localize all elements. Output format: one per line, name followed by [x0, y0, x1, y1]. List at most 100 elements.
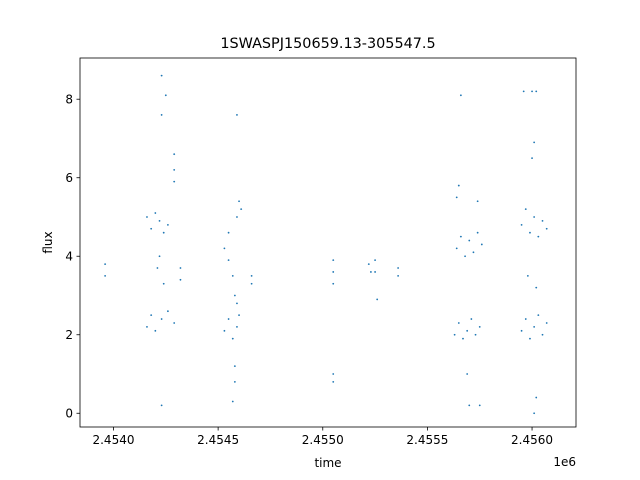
- x-tick-label: 2.4560: [511, 433, 553, 447]
- data-point: [158, 255, 161, 258]
- data-point: [150, 314, 153, 317]
- data-point: [472, 251, 475, 254]
- data-point: [104, 263, 107, 265]
- data-point: [535, 90, 538, 93]
- data-point: [160, 404, 163, 407]
- data-point: [231, 400, 234, 403]
- data-point: [476, 231, 479, 234]
- data-point: [233, 380, 236, 383]
- x-tick-label: 2.4555: [406, 433, 448, 447]
- x-axis-ticks: 2.4540 2.4545 2.4550 2.4555 2.4560: [92, 427, 553, 447]
- data-point: [470, 318, 473, 320]
- data-point: [173, 322, 176, 324]
- data-point: [476, 200, 479, 203]
- data-point: [459, 94, 462, 97]
- data-point: [154, 329, 157, 332]
- data-point: [250, 282, 253, 285]
- data-point: [227, 318, 230, 320]
- x-axis-offset-label: 1e6: [553, 455, 576, 469]
- data-point: [162, 231, 165, 234]
- data-point: [173, 153, 176, 156]
- data-point: [478, 404, 481, 407]
- data-point: [233, 365, 236, 368]
- data-point: [453, 333, 456, 336]
- data-point: [162, 282, 165, 285]
- data-point: [156, 267, 159, 269]
- data-point: [533, 412, 536, 415]
- data-point: [531, 90, 533, 93]
- data-point: [468, 404, 471, 407]
- y-tick-label: 8: [65, 93, 73, 107]
- data-point: [154, 212, 157, 214]
- data-point: [535, 396, 538, 399]
- data-point: [231, 337, 234, 340]
- data-point: [533, 326, 536, 328]
- data-point: [474, 333, 477, 336]
- data-point: [173, 180, 176, 183]
- y-axis-ticks: 0 2 4 6 8: [65, 93, 80, 421]
- data-point: [233, 294, 236, 297]
- data-point: [541, 333, 544, 336]
- data-point: [179, 267, 182, 269]
- data-point: [173, 168, 176, 171]
- data-point: [104, 274, 107, 277]
- data-point: [250, 274, 253, 277]
- data-point: [457, 184, 460, 187]
- data-point: [223, 247, 226, 250]
- data-point: [531, 157, 533, 160]
- y-tick-label: 6: [65, 171, 73, 185]
- data-point: [374, 259, 376, 262]
- data-point: [164, 94, 167, 97]
- data-point: [179, 278, 182, 281]
- data-point: [236, 216, 238, 218]
- data-point: [376, 298, 379, 301]
- x-axis-label: time: [314, 456, 341, 470]
- data-point: [167, 223, 169, 226]
- data-point: [146, 326, 148, 328]
- data-point: [332, 380, 335, 383]
- data-point: [526, 274, 529, 277]
- data-point: [522, 90, 525, 93]
- data-point: [332, 259, 335, 262]
- plot-frame: [79, 57, 577, 428]
- data-point: [455, 196, 458, 199]
- data-point: [529, 337, 531, 340]
- data-point: [478, 326, 481, 328]
- data-point: [146, 216, 148, 218]
- chart-title: 1SWASPJ150659.13-305547.5: [220, 36, 435, 52]
- data-point: [535, 286, 538, 289]
- data-point: [227, 231, 230, 234]
- data-point: [455, 247, 458, 250]
- data-point: [541, 220, 544, 222]
- x-tick-label: 2.4550: [302, 433, 344, 447]
- data-point: [457, 322, 460, 324]
- data-point: [468, 239, 471, 242]
- data-point: [227, 259, 230, 262]
- data-point: [462, 337, 464, 340]
- data-point: [397, 267, 400, 269]
- data-point: [466, 329, 469, 332]
- y-axis-label: flux: [41, 231, 55, 253]
- data-point: [533, 141, 536, 144]
- data-point: [545, 227, 548, 230]
- data-point: [524, 208, 527, 211]
- data-point: [236, 326, 238, 328]
- data-point: [160, 74, 163, 77]
- data-point: [466, 373, 469, 375]
- data-point: [332, 271, 335, 273]
- x-tick-label: 2.4545: [197, 433, 239, 447]
- y-tick-label: 4: [65, 250, 73, 264]
- data-point: [240, 208, 243, 211]
- data-point: [238, 314, 240, 317]
- data-points: [104, 74, 548, 415]
- data-point: [238, 200, 240, 203]
- y-tick-label: 0: [65, 407, 73, 421]
- data-point: [236, 114, 238, 116]
- data-point: [533, 216, 536, 218]
- data-point: [545, 322, 548, 324]
- data-point: [367, 263, 370, 265]
- data-point: [374, 271, 376, 273]
- data-point: [537, 235, 540, 238]
- x-tick-label: 2.4540: [92, 433, 134, 447]
- data-point: [231, 274, 234, 277]
